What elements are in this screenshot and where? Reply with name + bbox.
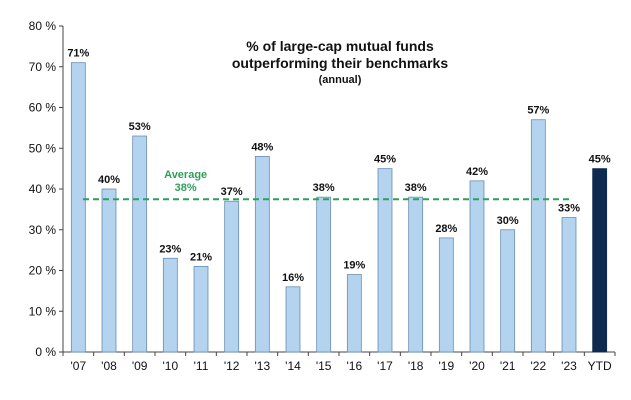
bar-value-label: 45% <box>374 154 396 166</box>
data-labels: 71% 40% 53% 23% 21% 37% 48% 16% 38% 19% 45% 38% 28% 4… <box>67 48 611 284</box>
x-tick-label: '21 <box>500 359 516 373</box>
x-tick-label: '14 <box>285 359 301 373</box>
bar-value-label: 42% <box>466 166 488 178</box>
x-tick-label: '12 <box>224 359 240 373</box>
y-tick-label: 10 % <box>29 304 57 318</box>
bar-value-label: 57% <box>527 105 549 117</box>
y-tick-label: 60 % <box>29 101 57 115</box>
bar <box>316 196 332 353</box>
bar <box>500 229 516 353</box>
bar-value-label: 38% <box>405 182 427 194</box>
x-tick-label: '23 <box>561 359 577 373</box>
y-tick-label: 40 % <box>29 182 57 196</box>
x-tick-label: '15 <box>316 359 332 373</box>
bar-value-label: 53% <box>129 121 151 133</box>
bar <box>592 168 608 353</box>
x-tick-label: '20 <box>469 359 485 373</box>
y-tick-label: 0 % <box>35 345 56 359</box>
y-tick-label: 70 % <box>29 60 57 74</box>
bar-value-label: 45% <box>589 154 611 166</box>
bar <box>561 217 577 353</box>
x-tick-label: '13 <box>255 359 271 373</box>
bar <box>162 257 178 353</box>
bar-value-label: 30% <box>497 215 519 227</box>
bar-value-label: 48% <box>251 141 273 153</box>
bar <box>132 135 148 353</box>
bars <box>70 62 608 353</box>
x-tick-label: '19 <box>439 359 455 373</box>
x-tick-label: '17 <box>377 359 393 373</box>
chart-title: % of large-cap mutual funds outperformin… <box>232 38 448 86</box>
bar-value-label: 37% <box>221 186 243 198</box>
bar <box>70 62 86 353</box>
y-tick-label: 20 % <box>29 264 57 278</box>
bar <box>438 237 454 353</box>
bar <box>469 180 485 353</box>
bar-value-label: 71% <box>67 48 89 60</box>
y-tick-label: 80 % <box>29 19 57 33</box>
x-tick-label: '09 <box>132 359 148 373</box>
bar-value-label: 38% <box>313 182 335 194</box>
y-axis: 0 % 10 % 20 % 30 % 40 % 50 % 60 % 70 % 80 % <box>29 19 64 359</box>
bar <box>285 286 301 353</box>
bar-value-label: 33% <box>558 203 580 215</box>
x-tick-label: '08 <box>101 359 117 373</box>
x-tick-label: YTD <box>588 359 612 373</box>
x-tick-label: '11 <box>194 359 209 373</box>
bar-value-label: 21% <box>190 251 212 263</box>
bar <box>530 119 546 353</box>
bar-value-label: 19% <box>343 260 365 272</box>
bar <box>377 168 393 353</box>
bar-value-label: 16% <box>282 272 304 284</box>
bar-value-label: 28% <box>435 223 457 235</box>
x-tick-label: '18 <box>408 359 424 373</box>
bar <box>224 200 240 353</box>
chart-title-line1: % of large-cap mutual funds <box>246 38 434 54</box>
x-tick-label: '10 <box>163 359 179 373</box>
bar <box>408 196 424 353</box>
y-tick-label: 30 % <box>29 223 57 237</box>
bar-value-label: 23% <box>159 243 181 255</box>
chart-subtitle: (annual) <box>319 74 362 86</box>
bar <box>101 188 117 353</box>
x-tick-label: '07 <box>71 359 87 373</box>
bar <box>346 274 362 353</box>
average-value-label: 38% <box>175 182 197 194</box>
average-label: Average <box>164 169 207 181</box>
bar <box>254 155 270 353</box>
y-tick-label: 50 % <box>29 141 57 155</box>
x-axis: '07 '08 '09 '10 '11 '12 '13 '14 '15 '16 '17 '18 '19 '… <box>62 351 616 373</box>
chart-title-line2: outperforming their benchmarks <box>232 55 448 71</box>
bar-value-label: 40% <box>98 174 120 186</box>
bar <box>193 266 209 353</box>
x-tick-label: '22 <box>531 359 547 373</box>
x-tick-label: '16 <box>347 359 363 373</box>
